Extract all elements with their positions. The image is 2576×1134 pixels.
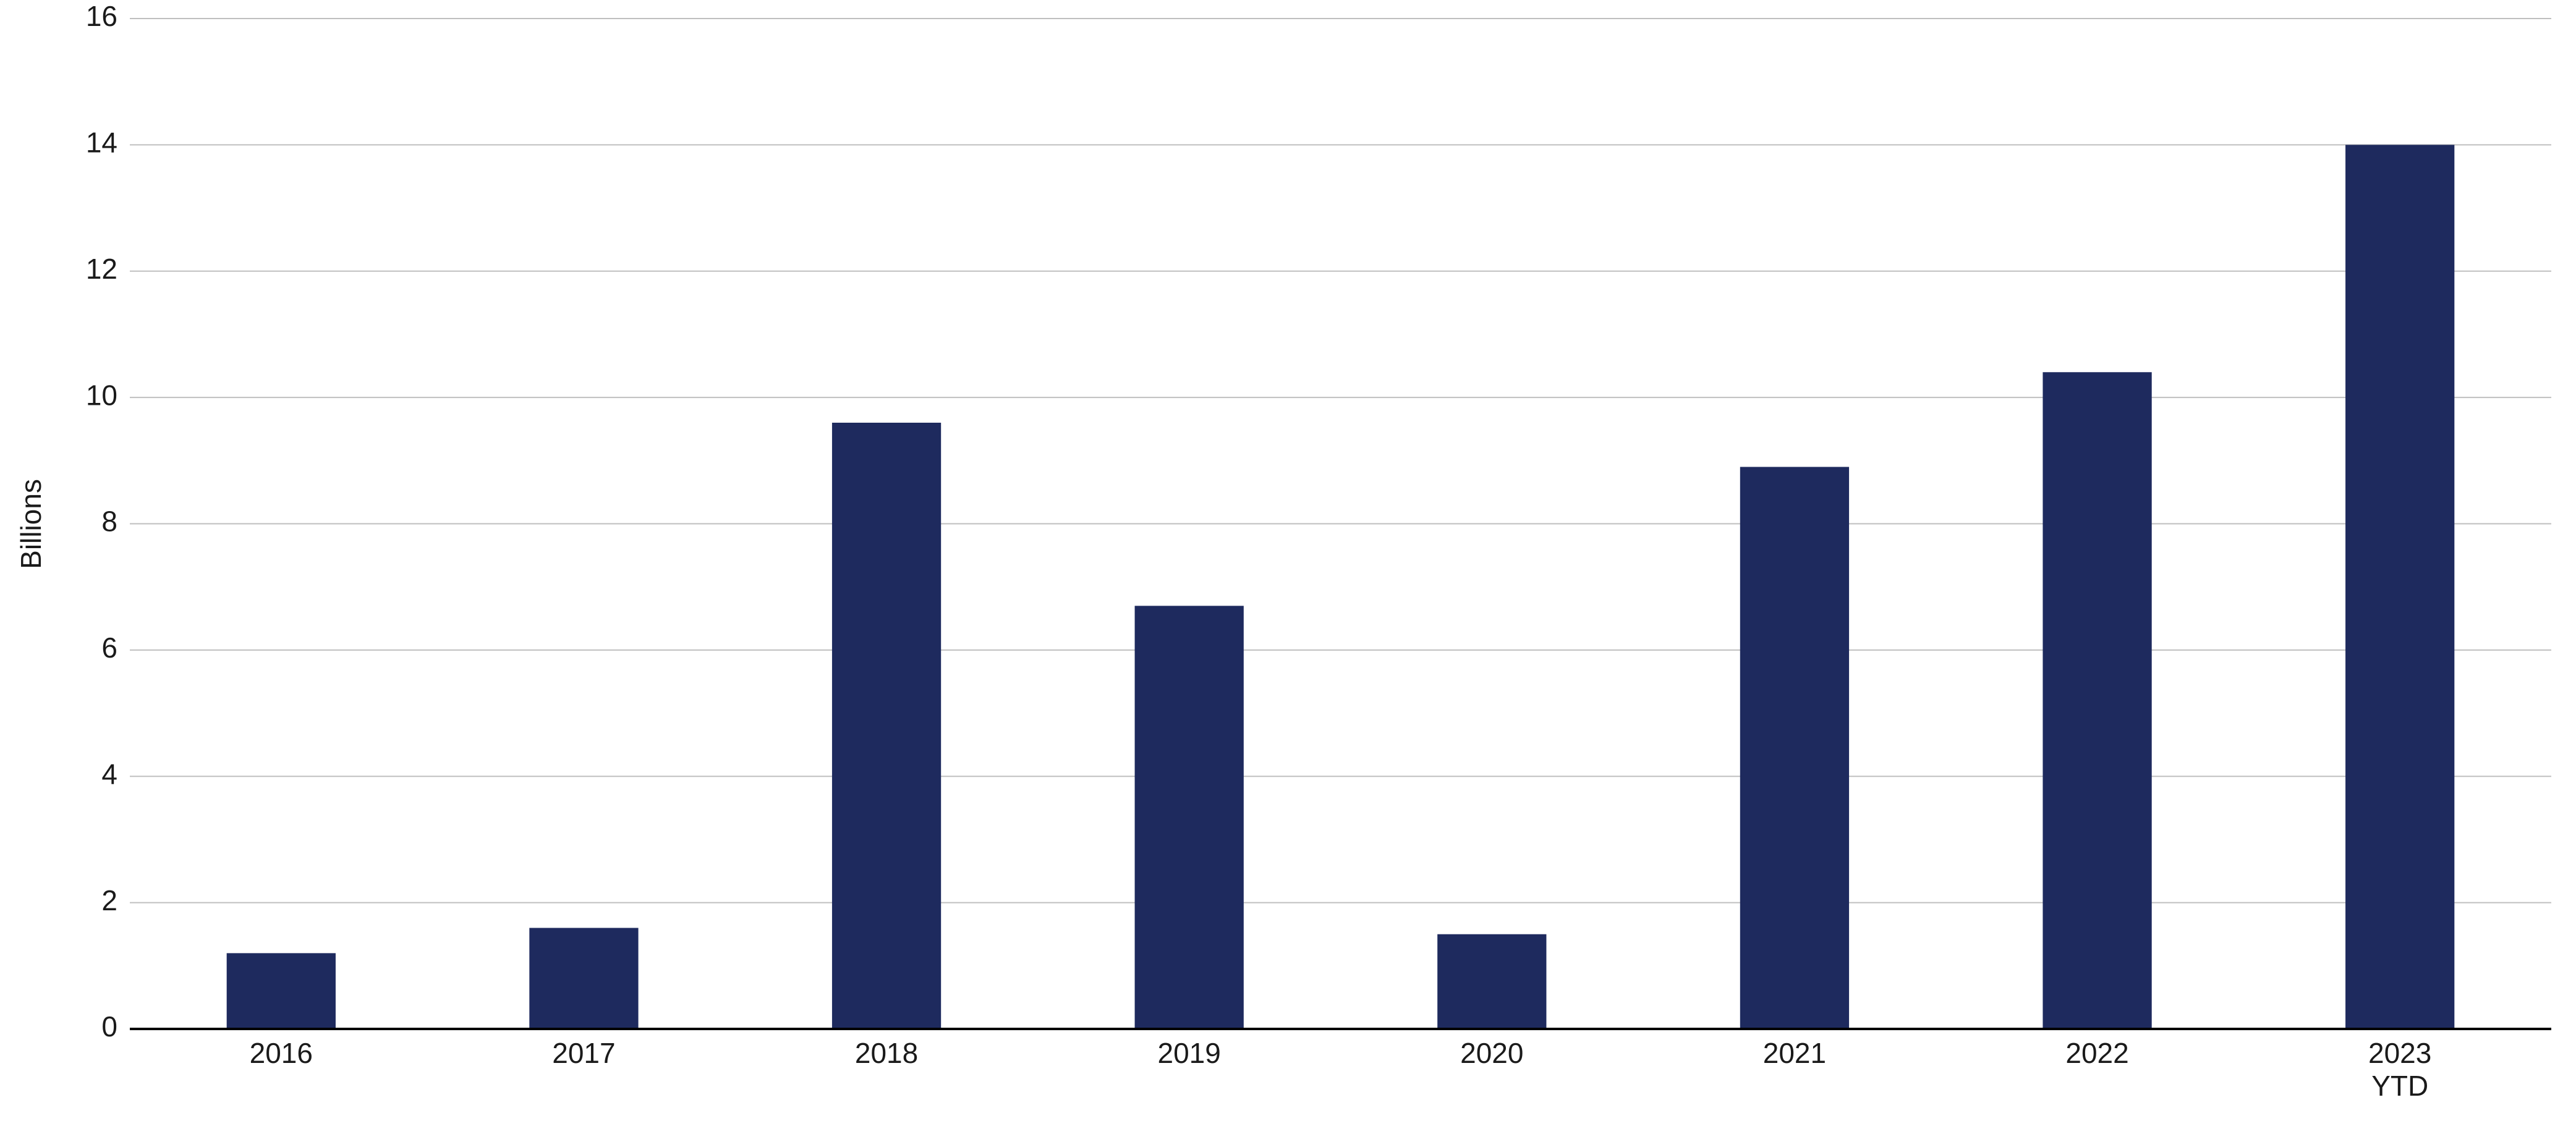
x-tick-label: 2018 (855, 1037, 918, 1069)
bar (529, 928, 638, 1030)
y-axis-title: Billions (14, 479, 48, 569)
y-tick-label: 4 (101, 758, 117, 790)
x-tick-label: 2016 (250, 1037, 313, 1069)
y-tick-label: 2 (101, 884, 117, 916)
x-tick-label: 2020 (1460, 1037, 1523, 1069)
bar (1740, 467, 1849, 1029)
y-tick-label: 14 (86, 127, 117, 159)
billions-bar-chart: Billions 0 2 4 6 8 10 12 14 16 2016 2017 2018 2019 20… (0, 0, 2576, 1134)
bar (227, 953, 336, 1029)
x-tick-label: 2023 (2368, 1037, 2431, 1069)
y-tick-label: 16 (86, 0, 117, 32)
bar (832, 423, 941, 1029)
chart-svg: 0 2 4 6 8 10 12 14 16 2016 2017 2018 2019 2020 2021 202… (0, 0, 2576, 1134)
y-tick-label: 6 (101, 632, 117, 664)
bar (1437, 934, 1546, 1029)
x-tick-label: 2022 (2065, 1037, 2128, 1069)
bar (2043, 372, 2151, 1029)
bar (1135, 606, 1244, 1029)
bar (2345, 145, 2454, 1029)
y-tick-label: 0 (101, 1010, 117, 1043)
x-tick-label: 2017 (552, 1037, 615, 1069)
y-tick-label: 12 (86, 253, 117, 285)
x-tick-label: 2021 (1763, 1037, 1826, 1069)
x-tick-label: 2019 (1158, 1037, 1221, 1069)
x-tick-label-line2: YTD (2371, 1070, 2428, 1102)
y-tick-label: 8 (101, 506, 117, 538)
y-tick-label: 10 (86, 379, 117, 411)
